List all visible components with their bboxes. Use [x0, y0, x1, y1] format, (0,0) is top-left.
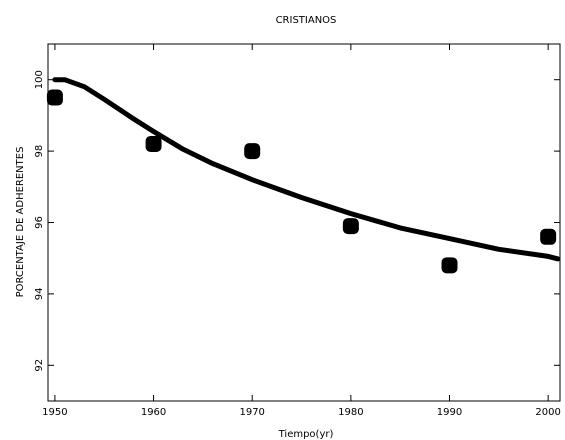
- x-tick-label: 1990: [437, 407, 462, 418]
- line-layer: [52, 77, 561, 262]
- chart-title: CRISTIANOS: [276, 15, 337, 26]
- data-point: [441, 257, 458, 274]
- data-point: [145, 135, 162, 152]
- x-tick-label: 1980: [338, 407, 363, 418]
- y-tick-label: 94: [34, 288, 45, 301]
- plot-frame: [47, 43, 561, 402]
- x-tick-label: 1960: [141, 407, 166, 418]
- y-tick-label: 100: [34, 70, 45, 89]
- points-layer: [46, 89, 557, 274]
- data-point: [46, 89, 63, 106]
- x-tick-label: 2000: [535, 407, 560, 418]
- data-point: [342, 218, 359, 235]
- x-axis-title: Tiempo(yr): [278, 429, 334, 440]
- data-point: [244, 143, 261, 160]
- y-tick-label: 92: [34, 359, 45, 372]
- x-tick-label: 1970: [239, 407, 264, 418]
- model-curve-line: [52, 77, 561, 262]
- tick-layer: 1950 1960 1970 1980 1990 2000 92 94 96 98 100: [34, 44, 561, 418]
- y-axis-title: PORCENTAJE DE ADHERENTES: [15, 147, 26, 298]
- y-tick-label: 98: [34, 145, 45, 158]
- y-tick-label: 96: [34, 216, 45, 229]
- x-tick-label: 1950: [42, 407, 67, 418]
- data-point: [540, 228, 557, 245]
